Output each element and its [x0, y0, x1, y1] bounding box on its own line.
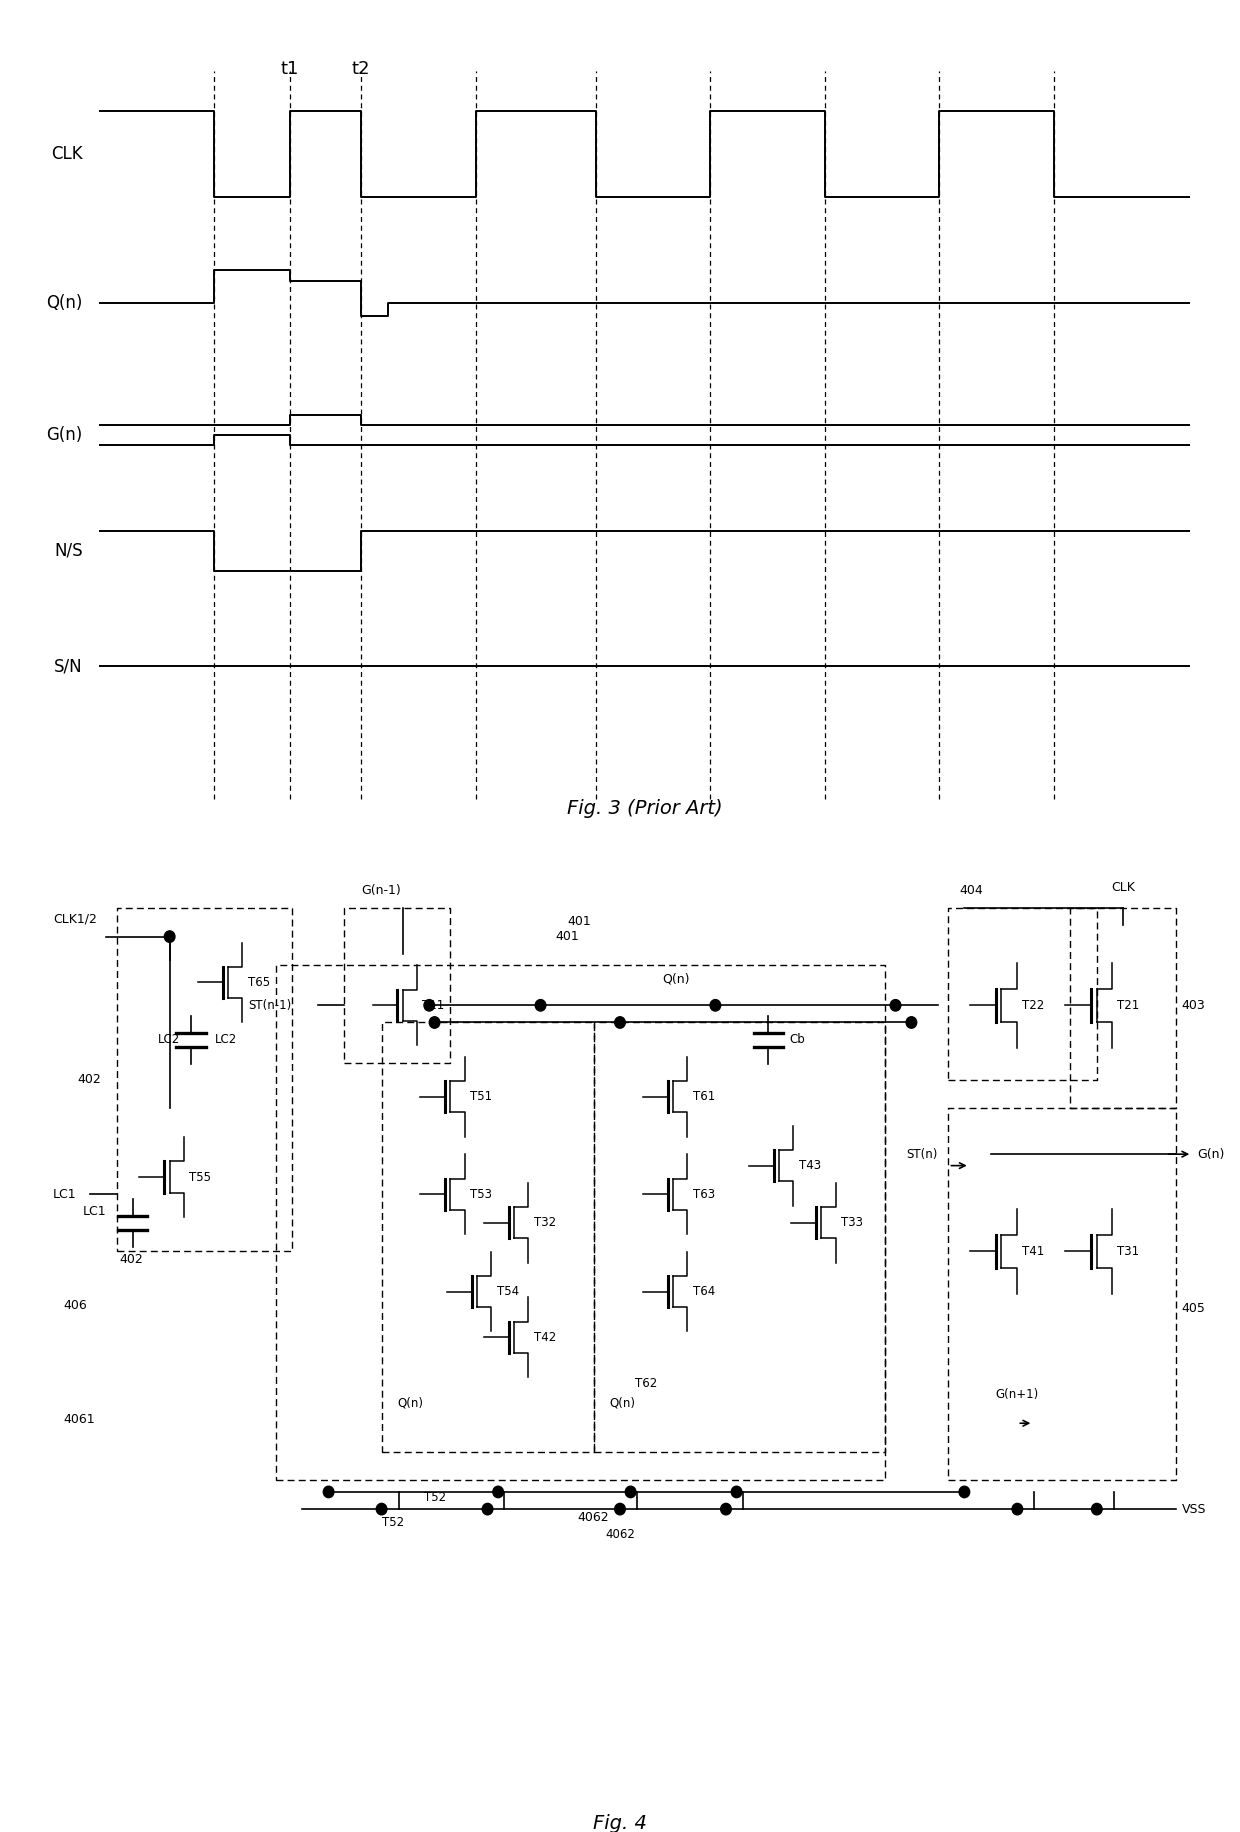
Text: Q(n): Q(n)	[609, 1396, 635, 1409]
Circle shape	[1012, 1504, 1023, 1515]
Text: 4062: 4062	[605, 1528, 635, 1541]
Text: 404: 404	[959, 885, 983, 898]
Circle shape	[732, 1486, 742, 1499]
Text: 402: 402	[77, 1074, 100, 1086]
Circle shape	[711, 1000, 720, 1011]
Text: G(n): G(n)	[1198, 1147, 1225, 1161]
Circle shape	[324, 1486, 334, 1499]
Text: G(n+1): G(n+1)	[996, 1389, 1039, 1401]
Circle shape	[482, 1504, 492, 1515]
Circle shape	[615, 1504, 625, 1515]
Text: Q(n): Q(n)	[662, 973, 689, 986]
Text: t2: t2	[352, 60, 371, 79]
Text: 4062: 4062	[578, 1511, 609, 1524]
Text: 401: 401	[567, 916, 590, 929]
Text: T52: T52	[424, 1491, 445, 1504]
Text: Cb: Cb	[790, 1033, 805, 1046]
Text: ST(n-1): ST(n-1)	[248, 998, 291, 1011]
Text: ST(n): ST(n)	[906, 1147, 937, 1161]
Text: S/N: S/N	[55, 658, 83, 676]
Text: T62: T62	[635, 1376, 657, 1390]
Circle shape	[959, 1486, 970, 1499]
Text: T11: T11	[423, 998, 445, 1011]
Text: T41: T41	[1022, 1246, 1044, 1259]
Text: G(n): G(n)	[47, 427, 83, 443]
Text: T55: T55	[190, 1171, 211, 1183]
Text: LC2: LC2	[215, 1033, 237, 1046]
Text: Q(n): Q(n)	[46, 293, 83, 311]
Text: T61: T61	[693, 1090, 715, 1103]
Text: 403: 403	[1182, 998, 1205, 1011]
Text: CLK: CLK	[51, 145, 83, 163]
Text: CLK: CLK	[1111, 881, 1136, 894]
Circle shape	[625, 1486, 636, 1499]
Text: T51: T51	[470, 1090, 492, 1103]
Circle shape	[720, 1504, 732, 1515]
Circle shape	[492, 1486, 503, 1499]
Text: T63: T63	[693, 1187, 714, 1200]
Text: T54: T54	[497, 1284, 518, 1299]
Circle shape	[165, 931, 175, 942]
Text: T43: T43	[799, 1160, 821, 1172]
Text: LC1: LC1	[53, 1187, 77, 1200]
Text: Q(n): Q(n)	[398, 1396, 424, 1409]
Text: T64: T64	[693, 1284, 715, 1299]
Text: T22: T22	[1022, 998, 1044, 1011]
Circle shape	[429, 1017, 440, 1028]
Text: LC1: LC1	[82, 1205, 107, 1218]
Text: T65: T65	[248, 976, 270, 989]
Text: 401: 401	[556, 931, 579, 943]
Text: t1: t1	[281, 60, 299, 79]
Text: 406: 406	[63, 1299, 88, 1312]
Text: Fig. 3 (Prior Art): Fig. 3 (Prior Art)	[567, 799, 723, 819]
Circle shape	[376, 1504, 387, 1515]
Circle shape	[615, 1017, 625, 1028]
Text: 405: 405	[1182, 1303, 1205, 1315]
Text: Fig. 4: Fig. 4	[593, 1814, 647, 1832]
Text: 402: 402	[119, 1253, 143, 1266]
Text: T31: T31	[1117, 1246, 1140, 1259]
Text: G(n-1): G(n-1)	[362, 885, 402, 898]
Text: T33: T33	[841, 1216, 863, 1229]
Text: N/S: N/S	[55, 542, 83, 561]
Circle shape	[536, 1000, 546, 1011]
Text: 4061: 4061	[63, 1412, 95, 1427]
Text: CLK1/2: CLK1/2	[53, 912, 97, 925]
Circle shape	[1091, 1504, 1102, 1515]
Circle shape	[890, 1000, 900, 1011]
Text: VSS: VSS	[1182, 1502, 1207, 1515]
Text: T32: T32	[533, 1216, 556, 1229]
Text: LC2: LC2	[157, 1033, 180, 1046]
Circle shape	[424, 1000, 434, 1011]
Text: T21: T21	[1117, 998, 1140, 1011]
Circle shape	[906, 1017, 916, 1028]
Text: T42: T42	[533, 1330, 556, 1345]
Text: T53: T53	[470, 1187, 492, 1200]
Text: T52: T52	[382, 1517, 404, 1530]
